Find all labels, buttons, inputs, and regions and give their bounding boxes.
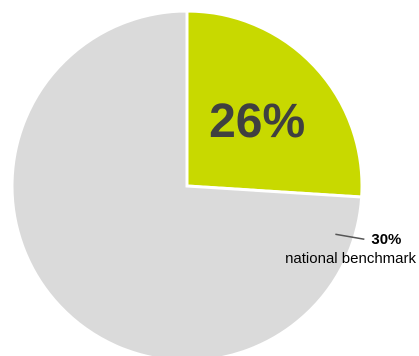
benchmark-caption: national benchmark: [285, 250, 416, 267]
benchmark-marker-line: [335, 233, 365, 240]
slice-data-label: 26%: [209, 95, 305, 148]
pie-slice-rest: [10, 9, 364, 356]
pie-slice-highlight: [185, 9, 364, 199]
benchmark-value-label: 30%: [371, 231, 401, 248]
